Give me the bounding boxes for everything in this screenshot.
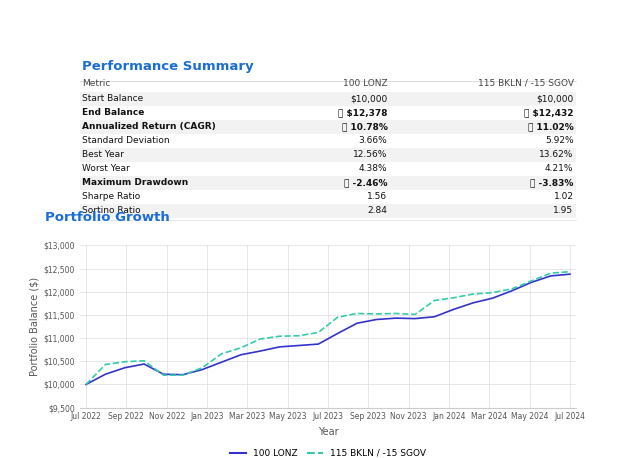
Text: Annualized Return (CAGR): Annualized Return (CAGR) bbox=[83, 122, 216, 131]
Text: Worst Year: Worst Year bbox=[83, 164, 130, 173]
Text: 13.62%: 13.62% bbox=[539, 150, 573, 159]
Text: Start Balance: Start Balance bbox=[83, 94, 144, 103]
Text: 3.66%: 3.66% bbox=[359, 136, 388, 145]
Bar bbox=[80, 120, 576, 134]
Text: ⓘ -3.83%: ⓘ -3.83% bbox=[530, 178, 573, 187]
Bar bbox=[80, 134, 576, 148]
Bar bbox=[80, 190, 576, 204]
Text: ⓘ $12,378: ⓘ $12,378 bbox=[338, 108, 388, 117]
Text: 1.56: 1.56 bbox=[367, 192, 388, 201]
Text: 100 LONZ: 100 LONZ bbox=[343, 79, 388, 88]
Text: Standard Deviation: Standard Deviation bbox=[83, 136, 170, 145]
Bar bbox=[80, 106, 576, 120]
Y-axis label: Portfolio Balance ($): Portfolio Balance ($) bbox=[29, 277, 40, 376]
Text: $10,000: $10,000 bbox=[536, 94, 573, 103]
Text: 1.02: 1.02 bbox=[554, 192, 573, 201]
Text: Maximum Drawdown: Maximum Drawdown bbox=[83, 178, 189, 187]
Text: Metric: Metric bbox=[83, 79, 111, 88]
Text: 115 BKLN / -15 SGOV: 115 BKLN / -15 SGOV bbox=[477, 79, 573, 88]
Text: Performance Summary: Performance Summary bbox=[83, 60, 254, 73]
Bar bbox=[80, 148, 576, 162]
Text: Portfolio Growth: Portfolio Growth bbox=[45, 211, 170, 224]
Bar bbox=[80, 204, 576, 218]
X-axis label: Year: Year bbox=[317, 427, 339, 437]
Text: 1.95: 1.95 bbox=[554, 206, 573, 215]
Text: ⓘ 11.02%: ⓘ 11.02% bbox=[528, 122, 573, 131]
Bar bbox=[80, 176, 576, 190]
Text: 4.38%: 4.38% bbox=[359, 164, 388, 173]
Text: ⓘ 10.78%: ⓘ 10.78% bbox=[342, 122, 388, 131]
Text: 2.84: 2.84 bbox=[367, 206, 388, 215]
Text: Best Year: Best Year bbox=[83, 150, 124, 159]
Bar bbox=[80, 162, 576, 176]
Text: 5.92%: 5.92% bbox=[545, 136, 573, 145]
Legend: 100 LONZ, 115 BKLN / -15 SGOV: 100 LONZ, 115 BKLN / -15 SGOV bbox=[226, 445, 430, 458]
Text: End Balance: End Balance bbox=[83, 108, 145, 117]
Bar bbox=[80, 93, 576, 106]
Text: Sortino Ratio: Sortino Ratio bbox=[83, 206, 141, 215]
Text: Sharpe Ratio: Sharpe Ratio bbox=[83, 192, 141, 201]
Text: ⓘ $12,432: ⓘ $12,432 bbox=[524, 108, 573, 117]
Text: 12.56%: 12.56% bbox=[353, 150, 388, 159]
Text: 4.21%: 4.21% bbox=[545, 164, 573, 173]
Text: $10,000: $10,000 bbox=[350, 94, 388, 103]
Text: ⓘ -2.46%: ⓘ -2.46% bbox=[344, 178, 388, 187]
